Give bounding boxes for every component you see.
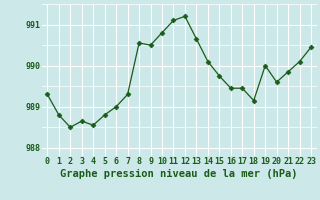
X-axis label: Graphe pression niveau de la mer (hPa): Graphe pression niveau de la mer (hPa) (60, 169, 298, 179)
